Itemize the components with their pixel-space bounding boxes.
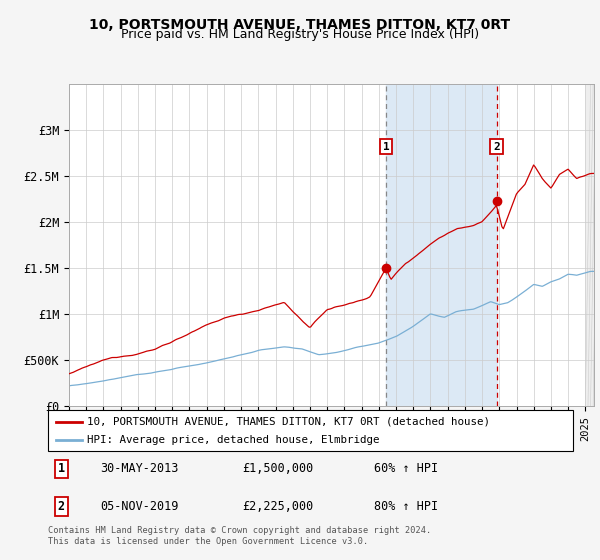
Text: 1: 1 <box>58 463 65 475</box>
Text: 10, PORTSMOUTH AVENUE, THAMES DITTON, KT7 0RT (detached house): 10, PORTSMOUTH AVENUE, THAMES DITTON, KT… <box>88 417 490 427</box>
Text: Contains HM Land Registry data © Crown copyright and database right 2024.
This d: Contains HM Land Registry data © Crown c… <box>48 526 431 546</box>
Text: 80% ↑ HPI: 80% ↑ HPI <box>373 500 437 512</box>
Text: 30-MAY-2013: 30-MAY-2013 <box>101 463 179 475</box>
Text: 60% ↑ HPI: 60% ↑ HPI <box>373 463 437 475</box>
Polygon shape <box>586 84 594 406</box>
Text: £1,500,000: £1,500,000 <box>242 463 314 475</box>
Bar <box>386 84 497 406</box>
Text: 2: 2 <box>58 500 65 512</box>
Text: HPI: Average price, detached house, Elmbridge: HPI: Average price, detached house, Elmb… <box>88 435 380 445</box>
Text: 05-NOV-2019: 05-NOV-2019 <box>101 500 179 512</box>
Text: 2: 2 <box>493 142 500 152</box>
Text: Price paid vs. HM Land Registry's House Price Index (HPI): Price paid vs. HM Land Registry's House … <box>121 28 479 41</box>
Text: 10, PORTSMOUTH AVENUE, THAMES DITTON, KT7 0RT: 10, PORTSMOUTH AVENUE, THAMES DITTON, KT… <box>89 18 511 32</box>
Text: 1: 1 <box>383 142 389 152</box>
Text: £2,225,000: £2,225,000 <box>242 500 314 512</box>
